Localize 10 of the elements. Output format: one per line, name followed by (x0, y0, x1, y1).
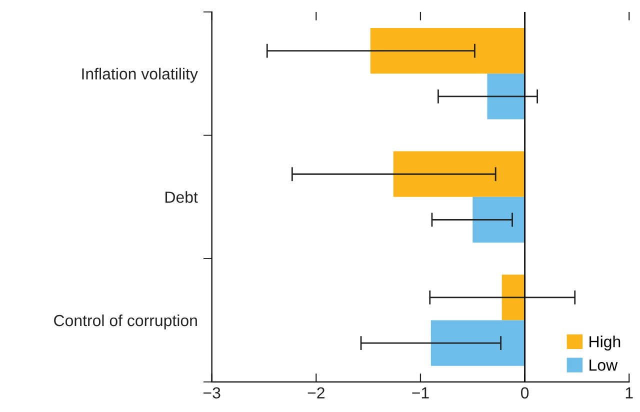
legend-label: High (590, 336, 620, 350)
y-tick-label: Control of corruption (54, 314, 197, 330)
x-tick-label: −2 (308, 387, 324, 398)
x-tick-label: −1 (412, 387, 429, 398)
x-tick-label: 1 (626, 387, 633, 398)
x-tick-label: −3 (204, 387, 220, 399)
legend-label: Low (590, 360, 618, 371)
y-tick-label: Inflation volatility (82, 68, 198, 83)
x-tick-label: 0 (520, 387, 529, 399)
y-tick-label: Debt (166, 191, 198, 203)
